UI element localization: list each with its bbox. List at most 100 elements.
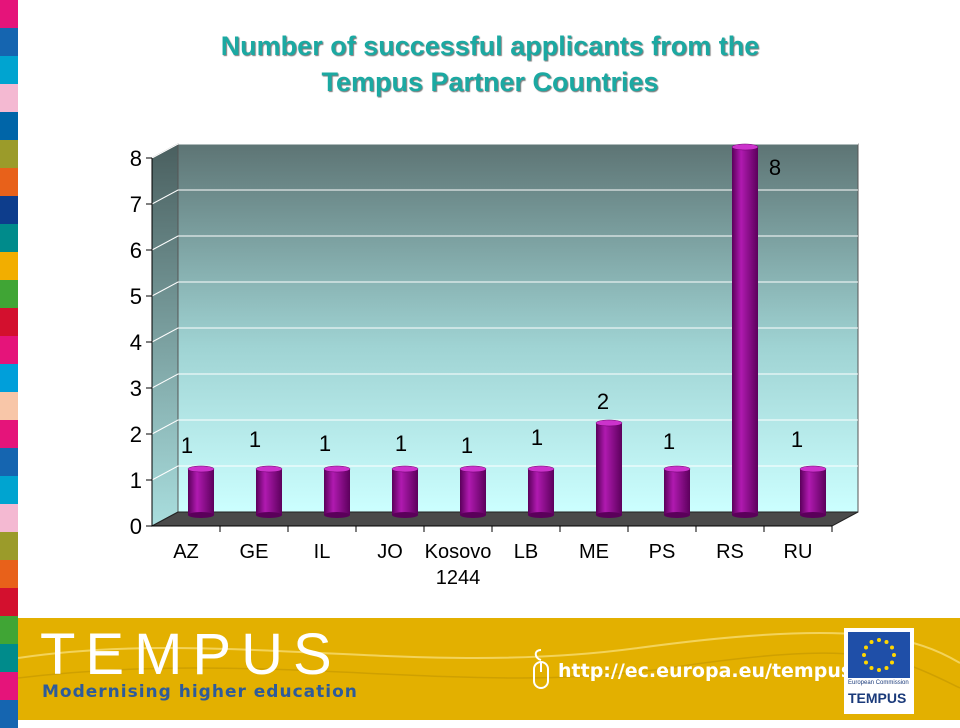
eu-star <box>864 660 868 665</box>
stripe-block <box>0 168 18 196</box>
bar <box>595 419 623 518</box>
bar-body <box>800 469 826 515</box>
bar-top <box>255 465 283 473</box>
data-label: 1 <box>531 425 543 450</box>
eu-commission-logo: European Commission TEMPUS <box>844 628 914 714</box>
eu-star <box>892 653 896 657</box>
bar-body <box>188 469 214 515</box>
bar <box>391 465 419 518</box>
x-tick-label: JO <box>377 541 403 563</box>
data-label: 1 <box>663 429 675 454</box>
x-tick-label: RS <box>716 541 744 563</box>
stripe-block <box>0 252 18 280</box>
x-tick-label: RU <box>784 541 813 563</box>
eu-logo-caption: European Commission <box>848 680 909 686</box>
stripe-block <box>0 616 18 644</box>
bar-bottom <box>528 512 554 518</box>
eu-star <box>869 640 874 644</box>
x-tick-label: Kosovo <box>425 541 492 563</box>
y-tick-label: 1 <box>130 468 142 493</box>
gridline <box>151 373 858 389</box>
mouse-icon <box>533 649 549 689</box>
x-tick-label: PS <box>649 541 676 563</box>
eu-logo-tempus: TEMPUS <box>848 690 907 706</box>
eu-star <box>890 645 894 650</box>
bar <box>663 465 691 518</box>
y-tick-label: 8 <box>130 146 142 171</box>
y-tick-label: 0 <box>130 514 142 539</box>
gridline <box>151 189 858 205</box>
stripe-block <box>0 504 18 532</box>
bar-bottom <box>324 512 350 518</box>
footer-banner: TEMPUS Modernising higher education http… <box>18 618 960 720</box>
gridline <box>151 235 858 251</box>
bar-body <box>324 469 350 515</box>
stripe-block <box>0 700 18 728</box>
data-label: 1 <box>461 433 473 458</box>
stripe-block <box>0 56 18 84</box>
gridline <box>151 419 858 435</box>
data-label: 2 <box>597 389 609 414</box>
bar <box>187 465 215 518</box>
bar-bottom <box>256 512 282 518</box>
bar-bottom <box>188 512 214 518</box>
stripe-block <box>0 532 18 560</box>
data-label: 8 <box>769 155 781 180</box>
gridline <box>151 281 858 297</box>
bar-top <box>323 465 351 473</box>
stripe-block <box>0 280 18 308</box>
bar-top <box>663 465 691 473</box>
x-tick-label: AZ <box>173 541 199 563</box>
stripe-block <box>0 476 18 504</box>
bar-body <box>664 469 690 515</box>
bar <box>527 465 555 518</box>
bar-top <box>391 465 419 473</box>
footer-url-link[interactable]: http://ec.europa.eu/tempus <box>558 660 853 682</box>
stripe-block <box>0 112 18 140</box>
tempus-logo-text: TEMPUS <box>40 622 342 687</box>
x-tick-label: 1244 <box>436 567 481 589</box>
eu-star <box>877 668 881 672</box>
stripe-block <box>0 364 18 392</box>
bar-top <box>595 419 623 427</box>
y-tick-label: 4 <box>130 330 142 355</box>
bar <box>255 465 283 518</box>
y-tick-label: 7 <box>130 192 142 217</box>
stripe-block <box>0 196 18 224</box>
bar-bottom <box>732 512 758 518</box>
bar <box>459 465 487 518</box>
gridline <box>151 327 858 343</box>
bar-bottom <box>392 512 418 518</box>
gridline <box>151 143 858 159</box>
bar-body <box>596 423 622 515</box>
gridline <box>151 465 858 481</box>
bar <box>731 143 759 518</box>
bar-top <box>187 465 215 473</box>
bar-bottom <box>460 512 486 518</box>
x-tick-label: ME <box>579 541 609 563</box>
bar-bottom <box>664 512 690 518</box>
data-label: 1 <box>395 431 407 456</box>
bar <box>799 465 827 518</box>
y-tick-label: 6 <box>130 238 142 263</box>
bar-top <box>527 465 555 473</box>
eu-star <box>862 653 866 657</box>
stripe-block <box>0 84 18 112</box>
data-label: 1 <box>319 431 331 456</box>
stripe-block <box>0 28 18 56</box>
eu-flag-icon <box>848 632 910 678</box>
bar-top <box>799 465 827 473</box>
bar-top <box>459 465 487 473</box>
stripe-block <box>0 392 18 420</box>
bar-top <box>731 143 759 151</box>
eu-star <box>864 645 868 650</box>
chart-title-line-2: Tempus Partner Countries <box>321 67 659 97</box>
y-tick-label: 5 <box>130 284 142 309</box>
bar-body <box>460 469 486 515</box>
bar-body <box>256 469 282 515</box>
bar-bottom <box>596 512 622 518</box>
data-label: 1 <box>791 427 803 452</box>
stripe-block <box>0 644 18 672</box>
x-tick-label: LB <box>514 541 538 563</box>
eu-star <box>884 666 889 670</box>
